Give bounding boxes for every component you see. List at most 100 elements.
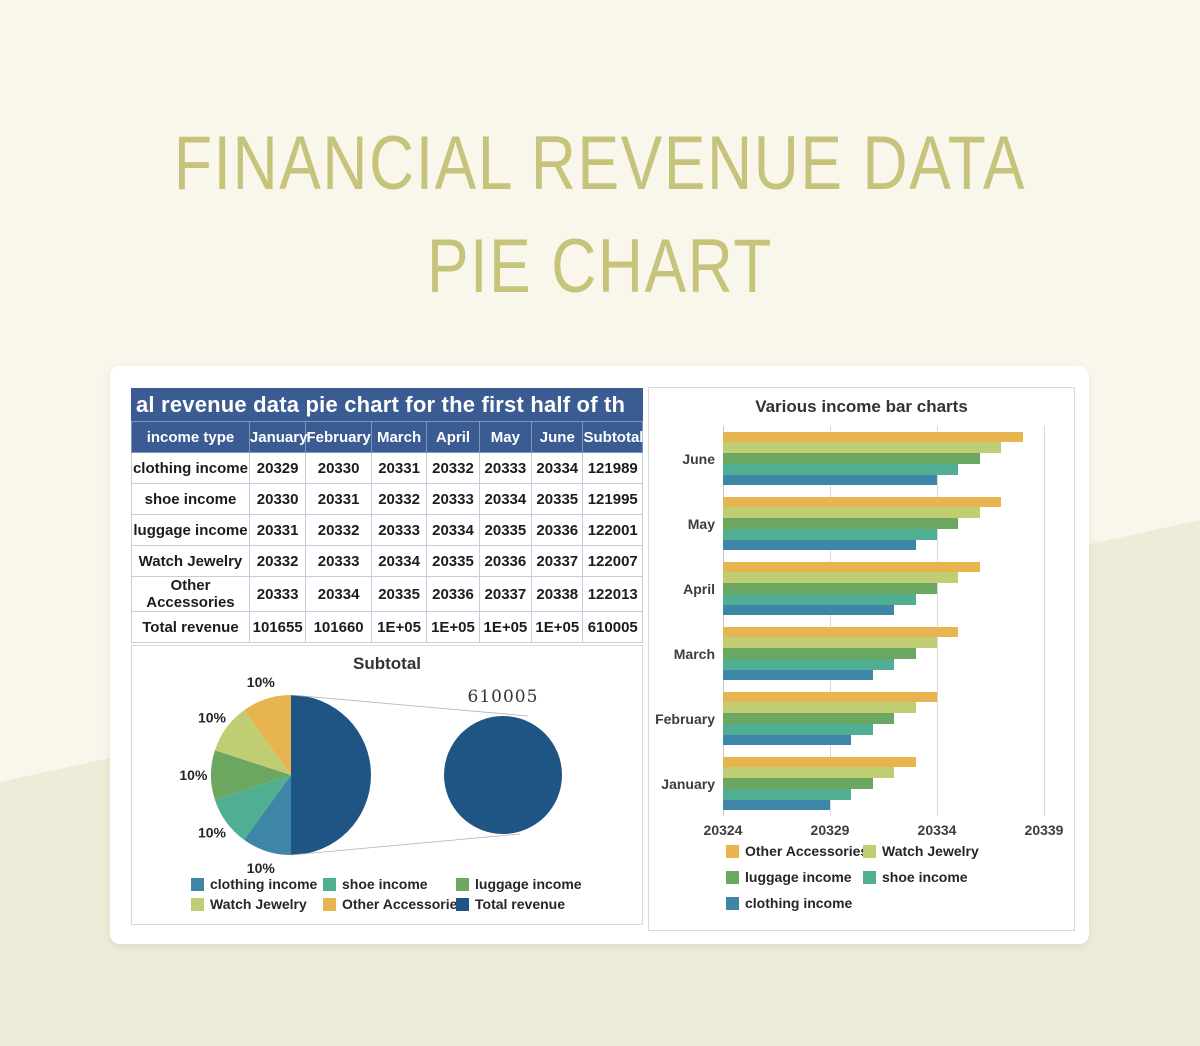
legend-swatch <box>323 897 336 911</box>
legend-swatch <box>726 870 739 884</box>
row-label: shoe income <box>131 483 250 515</box>
pie-callout-line <box>290 694 529 717</box>
pie-slice-total-revenue <box>291 695 371 855</box>
table-cell: 121995 <box>582 483 643 515</box>
revenue-data-table: income type January February March April May J… <box>131 421 643 643</box>
bar-clothing-income-june <box>723 474 937 486</box>
legend-label: Total revenue <box>475 896 565 912</box>
bar-watch-jewelry-april <box>723 572 959 584</box>
legend-swatch <box>863 844 876 858</box>
bar-chart-panel: Various income bar charts Other Accessor… <box>648 387 1075 931</box>
row-label: Watch Jewelry <box>131 545 250 577</box>
legend-item-luggage-income: luggage income <box>456 876 582 892</box>
table-cell: 20334 <box>531 452 584 484</box>
legend-item-total-revenue: Total revenue <box>456 896 582 912</box>
legend-swatch <box>726 844 739 858</box>
bar-shoe-income-february <box>723 723 873 735</box>
bar-other-accessories-january <box>723 756 916 768</box>
table-cell: 122013 <box>582 576 643 612</box>
legend-swatch <box>863 870 876 884</box>
table-cell: 20335 <box>478 514 533 546</box>
table-cell: 1E+05 <box>478 611 533 643</box>
pie-callout-line <box>290 833 521 856</box>
row-label: Other Accessories <box>131 576 250 612</box>
bar-shoe-income-april <box>723 593 916 605</box>
row-label: Total revenue <box>131 611 250 643</box>
legend-swatch <box>323 877 336 891</box>
legend-label: Watch Jewelry <box>882 843 979 859</box>
table-cell: 20333 <box>305 545 372 577</box>
legend-label: luggage income <box>745 869 852 885</box>
column-header-may: May <box>478 421 533 453</box>
table-cell: 20333 <box>426 483 480 515</box>
legend-item-clothing-income: clothing income <box>191 876 323 892</box>
table-cell: 101660 <box>305 611 372 643</box>
table-row: Other Accessories 20333 20334 20335 20336 203… <box>131 576 643 612</box>
bar-clothing-income-march <box>723 669 873 681</box>
row-label: clothing income <box>131 452 250 484</box>
grid-line <box>1044 426 1045 816</box>
bar-other-accessories-march <box>723 626 959 638</box>
grid-line <box>723 426 724 816</box>
table-row: shoe income 20330 20331 20332 20333 20334 2033… <box>131 483 643 515</box>
pie-chart-panel: Subtotal 10% 10% 10% 10% 10% 610005 clothing … <box>131 645 643 925</box>
bar-shoe-income-june <box>723 463 959 475</box>
page-title: FINANCIAL REVENUE DATA PIE CHART <box>0 112 1200 318</box>
secondary-pie <box>444 716 562 834</box>
x-tick-label: 20334 <box>917 822 957 838</box>
bar-luggage-income-february <box>723 713 895 724</box>
category-label-may: May <box>687 515 715 532</box>
column-header-february: February <box>305 421 372 453</box>
category-label-february: February <box>655 710 715 727</box>
table-cell: 20331 <box>370 452 428 484</box>
legend-label: Other Accessories <box>745 843 869 859</box>
x-tick-label: 20324 <box>703 822 743 838</box>
pie-slice-clothing-income <box>243 775 291 855</box>
legend-item-other-accessories: Other Accessories <box>726 843 868 859</box>
legend-label: luggage income <box>475 876 582 892</box>
legend-label: clothing income <box>210 876 318 892</box>
table-cell: 20333 <box>370 514 428 546</box>
bar-other-accessories-may <box>723 496 1002 508</box>
column-header-june: June <box>531 421 584 453</box>
bar-clothing-income-january <box>723 799 830 811</box>
table-cell: 122001 <box>582 514 643 546</box>
table-cell: 20332 <box>370 483 428 515</box>
bar-luggage-income-march <box>723 648 916 659</box>
pie-chart-legend: clothing income shoe income luggage income… <box>191 876 582 912</box>
category-label-april: April <box>683 580 715 597</box>
bar-clothing-income-may <box>723 539 916 551</box>
bar-luggage-income-april <box>723 583 937 594</box>
table-cell: 20336 <box>531 514 584 546</box>
table-cell: 20334 <box>426 514 480 546</box>
pie-data-label: 10% <box>198 824 227 840</box>
pie-data-label: 10% <box>247 860 276 876</box>
pie-slice-watch-jewelry <box>214 710 291 775</box>
bar-luggage-income-may <box>723 518 959 529</box>
bar-clothing-income-april <box>723 604 895 616</box>
table-row: Total revenue 101655 101660 1E+05 1E+05 1E+05… <box>131 611 643 643</box>
table-row: luggage income 20331 20332 20333 20334 20335 2… <box>131 514 643 546</box>
pie-slice-shoe-income <box>214 775 291 840</box>
table-cell: 20334 <box>370 545 428 577</box>
legend-label: Other Accessories <box>342 896 466 912</box>
legend-label: shoe income <box>882 869 968 885</box>
bar-other-accessories-april <box>723 561 980 573</box>
table-cell: 1E+05 <box>426 611 480 643</box>
table-cell: 20329 <box>248 452 307 484</box>
x-tick-label: 20329 <box>810 822 850 838</box>
page-title-line-2: PIE CHART <box>426 224 774 309</box>
legend-item-watch-jewelry: Watch Jewelry <box>863 843 979 859</box>
legend-swatch <box>456 877 469 891</box>
bar-clothing-income-february <box>723 734 852 746</box>
table-cell: 121989 <box>582 452 643 484</box>
table-cell: 20334 <box>305 576 372 612</box>
table-cell: 20335 <box>426 545 480 577</box>
pie-of-pie-chart: 10% 10% 10% 10% 10% 610005 <box>179 674 562 876</box>
bar-watch-jewelry-march <box>723 637 937 649</box>
table-cell: 20331 <box>248 514 307 546</box>
legend-label: shoe income <box>342 876 428 892</box>
grid-line <box>830 426 831 816</box>
bar-shoe-income-may <box>723 528 937 540</box>
legend-item-other-accessories: Other Accessories <box>323 896 465 912</box>
